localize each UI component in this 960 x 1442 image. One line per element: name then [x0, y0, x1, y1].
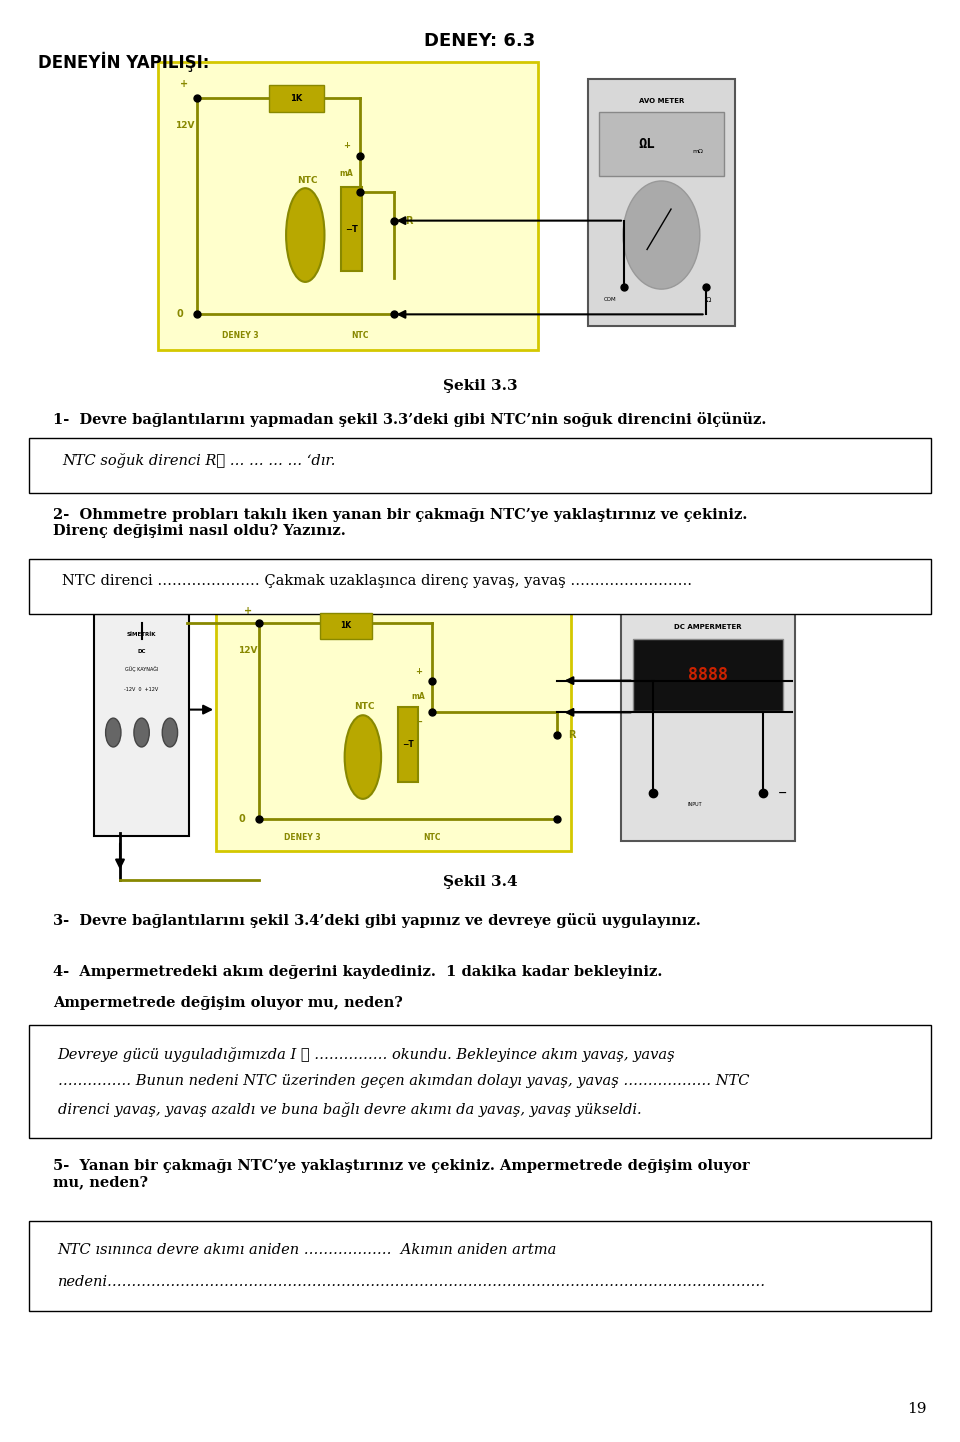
Text: DENEY: 6.3: DENEY: 6.3: [424, 32, 536, 49]
FancyBboxPatch shape: [398, 707, 418, 782]
Text: −: −: [415, 717, 422, 727]
Text: NTC soğuk direnci R≅ … … … … ‘dır.: NTC soğuk direnci R≅ … … … … ‘dır.: [62, 453, 336, 467]
Text: −: −: [778, 789, 787, 797]
Ellipse shape: [162, 718, 178, 747]
Ellipse shape: [134, 718, 150, 747]
Text: direnci yavaş, yavaş azaldı ve buna bağlı devre akımı da yavaş, yavaş yükseldi.: direnci yavaş, yavaş azaldı ve buna bağl…: [58, 1102, 641, 1116]
Text: −T: −T: [402, 740, 414, 748]
Text: 12V: 12V: [175, 121, 194, 130]
Text: AVO METER: AVO METER: [638, 98, 684, 104]
Ellipse shape: [623, 180, 700, 288]
Text: 0: 0: [176, 310, 183, 319]
FancyBboxPatch shape: [633, 639, 783, 711]
Text: GÜÇ KAYNAĞI: GÜÇ KAYNAĞI: [125, 666, 158, 672]
Ellipse shape: [286, 189, 324, 283]
Text: Devreye gücü uyguladığımızda I ≅ …………… okundu. Bekleyince akım yavaş, yavaş: Devreye gücü uyguladığımızda I ≅ …………… o…: [58, 1047, 675, 1061]
Text: 2-  Ohmmetre probları takılı iken yanan bir çakmağı NTC’ye yaklaştırınız ve çeki: 2- Ohmmetre probları takılı iken yanan b…: [53, 508, 747, 538]
FancyBboxPatch shape: [29, 1025, 931, 1138]
Text: NTC ısınınca devre akımı aniden ………………  Akımın aniden artma: NTC ısınınca devre akımı aniden ……………… A…: [58, 1243, 557, 1257]
Text: −T: −T: [345, 225, 358, 234]
Ellipse shape: [106, 718, 121, 747]
Text: DC: DC: [137, 649, 146, 655]
Text: R: R: [405, 216, 413, 225]
Text: mA: mA: [340, 169, 353, 179]
Text: DENEY 3: DENEY 3: [222, 332, 258, 340]
Text: DENEY 3: DENEY 3: [284, 833, 321, 842]
Text: 8888: 8888: [688, 666, 728, 684]
Text: …………… Bunun nedeni NTC üzerinden geçen akımdan dolayı yavaş, yavaş ……………… NTC: …………… Bunun nedeni NTC üzerinden geçen a…: [58, 1074, 749, 1089]
FancyBboxPatch shape: [320, 613, 372, 639]
Text: nedeni………………………………………………………………………………………………………………………: nedeni……………………………………………………………………………………………: [58, 1275, 766, 1289]
Text: NTC direnci ………………… Çakmak uzaklaşınca direnç yavaş, yavaş …………………….: NTC direnci ………………… Çakmak uzaklaşınca d…: [62, 574, 692, 588]
Text: 12V: 12V: [238, 646, 257, 655]
Text: mΩ: mΩ: [693, 149, 704, 154]
Text: COM: COM: [603, 297, 616, 303]
FancyBboxPatch shape: [599, 112, 724, 176]
FancyBboxPatch shape: [216, 594, 571, 851]
Text: 5-  Yanan bir çakmağı NTC’ye yaklaştırınız ve çekiniz. Ampermetrede değişim oluy: 5- Yanan bir çakmağı NTC’ye yaklaştırını…: [53, 1159, 750, 1190]
Text: 1K: 1K: [291, 94, 302, 104]
Text: Ω: Ω: [706, 297, 711, 303]
Text: mA: mA: [412, 692, 425, 701]
Ellipse shape: [345, 715, 381, 799]
FancyBboxPatch shape: [588, 79, 735, 326]
Text: DC AMPERMETER: DC AMPERMETER: [674, 624, 742, 630]
Text: 0: 0: [238, 815, 246, 823]
FancyBboxPatch shape: [29, 438, 931, 493]
FancyBboxPatch shape: [269, 85, 324, 112]
FancyBboxPatch shape: [29, 1221, 931, 1311]
FancyBboxPatch shape: [621, 604, 795, 841]
Text: −: −: [343, 198, 350, 208]
Text: DENEYİN YAPILIŞI:: DENEYİN YAPILIŞI:: [38, 52, 210, 72]
Text: ΩL: ΩL: [638, 137, 655, 151]
Text: +: +: [244, 606, 252, 616]
Text: 4-  Ampermetredeki akım değerini kaydediniz.  1 dakika kadar bekleyiniz.: 4- Ampermetredeki akım değerini kaydedin…: [53, 965, 662, 979]
Text: -12V  0  +12V: -12V 0 +12V: [125, 686, 158, 692]
Text: SİMETRİK: SİMETRİK: [127, 632, 156, 637]
FancyBboxPatch shape: [29, 559, 931, 614]
Text: +: +: [415, 668, 422, 676]
Text: Ampermetrede değişim oluyor mu, neden?: Ampermetrede değişim oluyor mu, neden?: [53, 996, 402, 1011]
Text: NTC: NTC: [423, 833, 441, 842]
Text: R: R: [568, 731, 576, 740]
Text: INPUT: INPUT: [687, 802, 702, 808]
FancyBboxPatch shape: [341, 187, 362, 271]
FancyBboxPatch shape: [94, 614, 189, 836]
Text: Şekil 3.4: Şekil 3.4: [443, 875, 517, 890]
Text: +: +: [180, 79, 188, 89]
Text: Şekil 3.3: Şekil 3.3: [443, 379, 517, 394]
Text: NTC: NTC: [351, 332, 369, 340]
Text: 19: 19: [907, 1402, 926, 1416]
Text: +: +: [343, 141, 350, 150]
Text: NTC: NTC: [354, 702, 375, 711]
FancyBboxPatch shape: [158, 62, 538, 350]
Text: NTC: NTC: [297, 176, 318, 185]
Text: 1-  Devre bağlantılarını yapmadan şekil 3.3’deki gibi NTC’nin soğuk direncini öl: 1- Devre bağlantılarını yapmadan şekil 3…: [53, 412, 766, 427]
Text: 1K: 1K: [341, 622, 351, 630]
Text: 3-  Devre bağlantılarını şekil 3.4’deki gibi yapınız ve devreye gücü uygulayınız: 3- Devre bağlantılarını şekil 3.4’deki g…: [53, 913, 701, 927]
